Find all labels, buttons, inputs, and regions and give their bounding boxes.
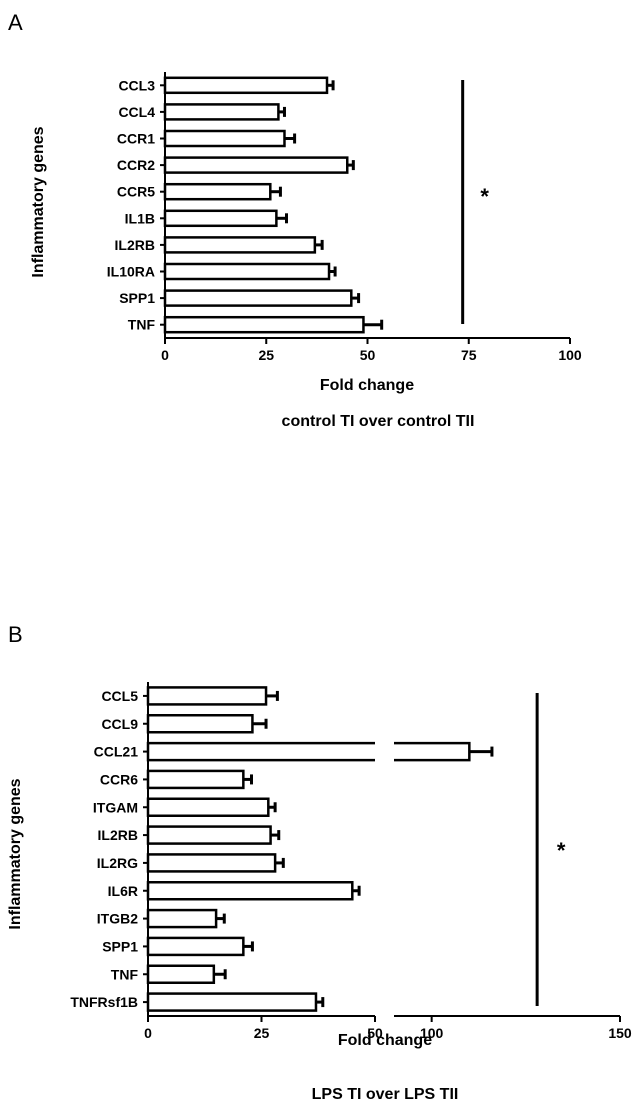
x-tick-label: 100	[420, 1025, 444, 1041]
significance-marker: *	[557, 838, 566, 863]
category-label: IL2RB	[115, 237, 155, 253]
category-label: CCR5	[117, 184, 155, 200]
x-tick-label: 25	[254, 1025, 270, 1041]
category-label: ITGB2	[97, 911, 138, 927]
category-label: CCR6	[100, 771, 138, 787]
panel-a-plot-area: CCL3 CCL4 CCR1 CCR2 CCR5 IL1B IL2RB IL10RA SPP1 T…	[107, 72, 582, 363]
bar-ccr5	[163, 182, 272, 201]
bar-ccr6	[146, 769, 245, 790]
category-label: IL10RA	[107, 264, 155, 280]
bar-il1b	[163, 209, 278, 228]
category-label: CCL5	[101, 688, 138, 704]
category-label: SPP1	[119, 290, 155, 306]
bar-il2rg	[146, 853, 277, 873]
panel-a-y-axis-label: Inflammatory genes	[30, 126, 47, 277]
panel-b-y-axis-label: Inflammatory genes	[7, 778, 24, 929]
panel-a-subtitle: control TI over control TII	[282, 413, 475, 430]
category-label: TNF	[128, 317, 156, 333]
category-label: CCR2	[117, 157, 155, 173]
bar-ccl21-right-segment	[394, 741, 471, 762]
bar-ccl5	[146, 686, 268, 706]
category-label: CCL21	[94, 744, 139, 760]
category-label: CCL9	[101, 716, 138, 732]
panel-b-x-axis-label: Fold change	[338, 1032, 432, 1049]
x-tick-label: 100	[558, 347, 582, 363]
panel-b: B Inflammatory genes Fold change LPS TI …	[7, 622, 632, 1103]
category-label: CCL4	[118, 104, 155, 120]
panel-b-plot-area: CCL5 CCL9 CCL21 CCR6 ITGAM IL2RB IL2RG IL6R ITGB…	[70, 682, 632, 1041]
x-tick-label: 0	[144, 1025, 152, 1041]
panel-a-label: A	[8, 10, 23, 35]
panel-b-subtitle: LPS TI over LPS TII	[312, 1086, 459, 1103]
bar-il2rb	[146, 825, 272, 845]
bar-ccl21-left-segment	[146, 741, 375, 762]
bar-tnf	[163, 315, 365, 334]
bar-ccl9	[146, 714, 254, 734]
category-label: CCL3	[118, 77, 155, 93]
category-label: TNFRsf1B	[70, 994, 138, 1010]
bar-ccl4	[163, 103, 280, 121]
panel-b-label: B	[8, 622, 23, 647]
x-tick-label: 25	[258, 347, 274, 363]
category-label: IL6R	[108, 883, 138, 899]
x-tick-label: 150	[608, 1025, 632, 1041]
bar-spp1	[146, 936, 245, 957]
bar-spp1	[163, 289, 353, 307]
category-label: ITGAM	[93, 799, 138, 815]
x-tick-label: 75	[461, 347, 477, 363]
bar-il10ra	[163, 262, 331, 281]
bar-ccl3	[163, 76, 329, 95]
x-tick-label: 0	[161, 347, 169, 363]
panel-a-x-axis-label: Fold change	[320, 377, 414, 394]
panel-a: A Inflammatory genes Fold change control…	[8, 10, 582, 430]
category-label: CCR1	[117, 131, 155, 147]
category-label: IL2RB	[98, 827, 138, 843]
bar-il2rb	[163, 236, 317, 254]
category-label: SPP1	[102, 938, 138, 954]
bar-il6r	[146, 881, 354, 901]
category-label: IL2RG	[97, 855, 138, 871]
x-tick-label: 50	[360, 347, 376, 363]
bar-tnfrsf1b	[146, 992, 318, 1012]
bar-ccr2	[163, 156, 349, 174]
category-label: IL1B	[125, 210, 155, 226]
significance-marker: *	[480, 184, 489, 209]
bar-itgam	[146, 797, 270, 817]
bar-itgb2	[146, 908, 218, 929]
category-label: TNF	[111, 966, 139, 982]
bar-tnf	[146, 964, 216, 984]
x-tick-label: 50	[367, 1025, 383, 1041]
bar-ccr1	[163, 129, 286, 148]
